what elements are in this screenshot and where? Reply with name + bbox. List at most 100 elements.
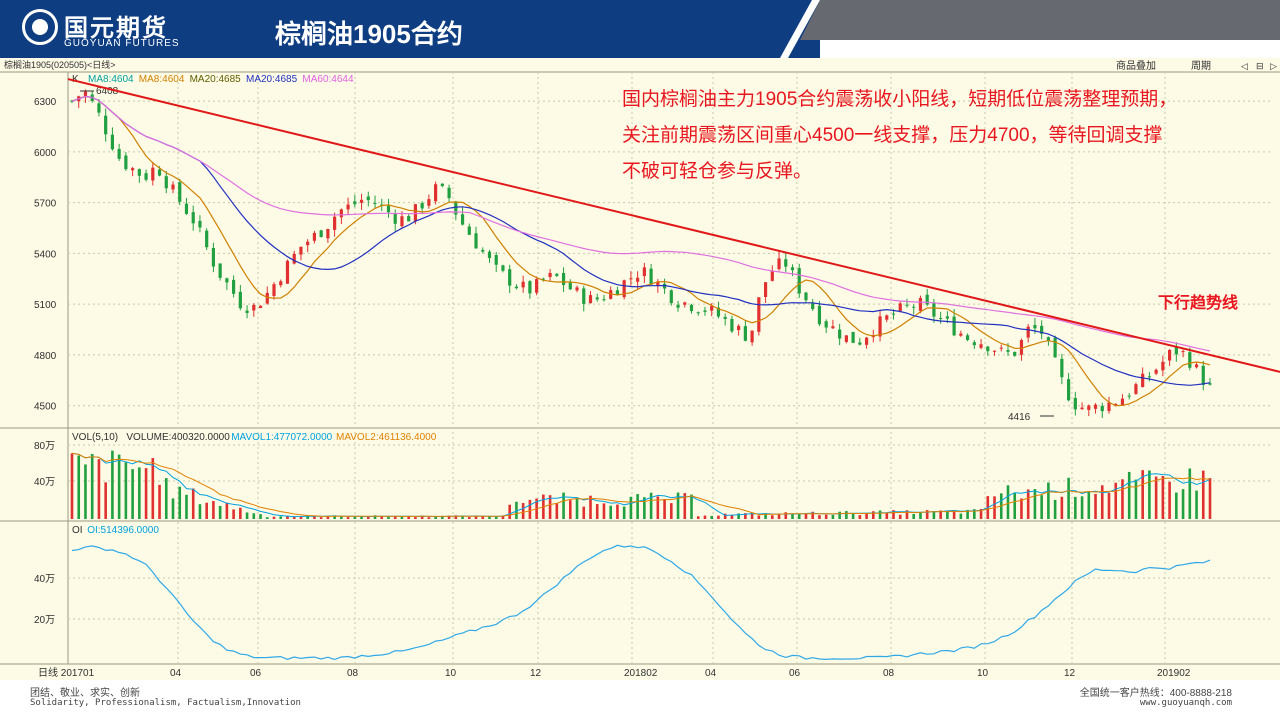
volume-bar — [212, 501, 215, 519]
candle-body — [864, 337, 869, 345]
candle-body — [683, 302, 687, 305]
volume-bar — [1121, 479, 1124, 519]
candle-body — [575, 287, 579, 291]
volume-bar — [259, 514, 262, 519]
volume-bar — [885, 512, 889, 519]
candle-body — [582, 288, 586, 304]
candle-body — [245, 310, 249, 313]
candle-body — [501, 265, 505, 271]
candle-body — [925, 294, 929, 305]
candle-body — [844, 335, 848, 342]
panel-label: K — [72, 74, 79, 85]
volume-bar — [1107, 492, 1111, 519]
candle-body — [777, 258, 781, 270]
candle-body — [797, 268, 801, 294]
volume-bar — [1087, 491, 1091, 519]
volume-bar — [414, 517, 417, 519]
candle-body — [104, 115, 108, 135]
oi-legend-item: OI — [72, 525, 83, 536]
candle-body — [999, 347, 1003, 349]
low-price-label: 4416 — [1008, 412, 1031, 423]
candle-body — [609, 290, 613, 299]
volume-bar — [979, 508, 983, 519]
volume-bar — [454, 515, 458, 519]
footer-hotline: 全国统一客户热线：400-8888-218 — [1079, 688, 1232, 699]
candle-body — [292, 253, 296, 264]
candle-body — [117, 148, 121, 159]
candle-body — [1147, 376, 1151, 378]
candle-body — [521, 281, 525, 288]
candle-body — [359, 199, 364, 203]
header-gray-band — [800, 0, 1280, 40]
candle-body — [891, 313, 896, 315]
volume-bar — [670, 503, 673, 519]
instrument-label: 棕榈油1905(020505)<日线> — [4, 59, 116, 70]
volume-bar — [932, 511, 936, 519]
volume-bar — [878, 510, 882, 519]
candle-body — [508, 269, 512, 286]
volume-bar — [400, 516, 404, 519]
volume-bar — [185, 494, 188, 519]
volume-bar — [272, 516, 276, 519]
x-tick-label: 日线 201701 — [38, 666, 95, 679]
candle-body — [1161, 361, 1165, 371]
volume-legend-item: VOLUME:400320.0000 — [126, 432, 230, 443]
volume-bar — [744, 513, 747, 519]
y-tick-label: 5700 — [34, 199, 57, 210]
y-tick-label: 6000 — [34, 148, 57, 159]
candle-body — [353, 201, 357, 205]
volume-bar — [198, 504, 202, 519]
volume-bar — [508, 504, 511, 519]
candle-body — [959, 333, 963, 336]
candle-body — [171, 184, 175, 190]
volume-bar — [1188, 468, 1192, 519]
candle-body — [137, 169, 141, 176]
logo-text-en: GUOYUAN FUTURES — [64, 38, 180, 49]
candle-body — [555, 273, 559, 276]
volume-bar — [340, 516, 343, 519]
trend-label: 下行趋势线 — [1158, 293, 1238, 312]
volume-bar — [1060, 496, 1064, 519]
candle-body — [299, 246, 303, 255]
volume-bar — [568, 500, 572, 519]
volume-bar — [892, 510, 895, 519]
candle-body — [770, 271, 774, 281]
volume-bar — [131, 469, 134, 519]
candle-body — [393, 213, 397, 224]
candle-body — [83, 91, 88, 97]
y-tick-label: 5100 — [34, 300, 57, 311]
volume-y-tick-label: 80万 — [34, 441, 55, 452]
analysis-text: 不破可轻仓参与反弹。 — [622, 160, 812, 182]
candle-body — [528, 281, 532, 294]
volume-bar — [649, 492, 653, 519]
volume-bar — [319, 517, 323, 519]
volume-bar — [191, 488, 195, 519]
candle-body — [164, 176, 168, 189]
candle-body — [905, 304, 909, 306]
volume-bar — [771, 515, 774, 519]
candle-body — [676, 304, 680, 308]
candle-body — [811, 302, 815, 310]
volume-bar — [643, 497, 646, 519]
volume-bar — [346, 517, 350, 519]
volume-bar — [427, 517, 431, 519]
header-bar — [0, 0, 820, 58]
candle-body — [285, 260, 290, 284]
volume-bar — [925, 510, 929, 519]
volume-ma-line — [71, 452, 1211, 517]
candle-body — [279, 281, 283, 286]
volume-bar — [703, 515, 707, 519]
candle-body — [211, 247, 216, 267]
candle-body — [1066, 379, 1071, 401]
candle-body — [1006, 350, 1010, 352]
candle-body — [636, 277, 640, 282]
candle-body — [817, 305, 822, 325]
volume-bar — [582, 506, 586, 519]
volume-bar — [616, 504, 619, 519]
volume-bar — [1148, 470, 1151, 519]
volume-bar — [279, 516, 283, 519]
volume-bar — [872, 511, 875, 519]
volume-bar — [245, 512, 249, 519]
volume-bar — [1134, 479, 1138, 519]
candle-body — [420, 203, 424, 209]
